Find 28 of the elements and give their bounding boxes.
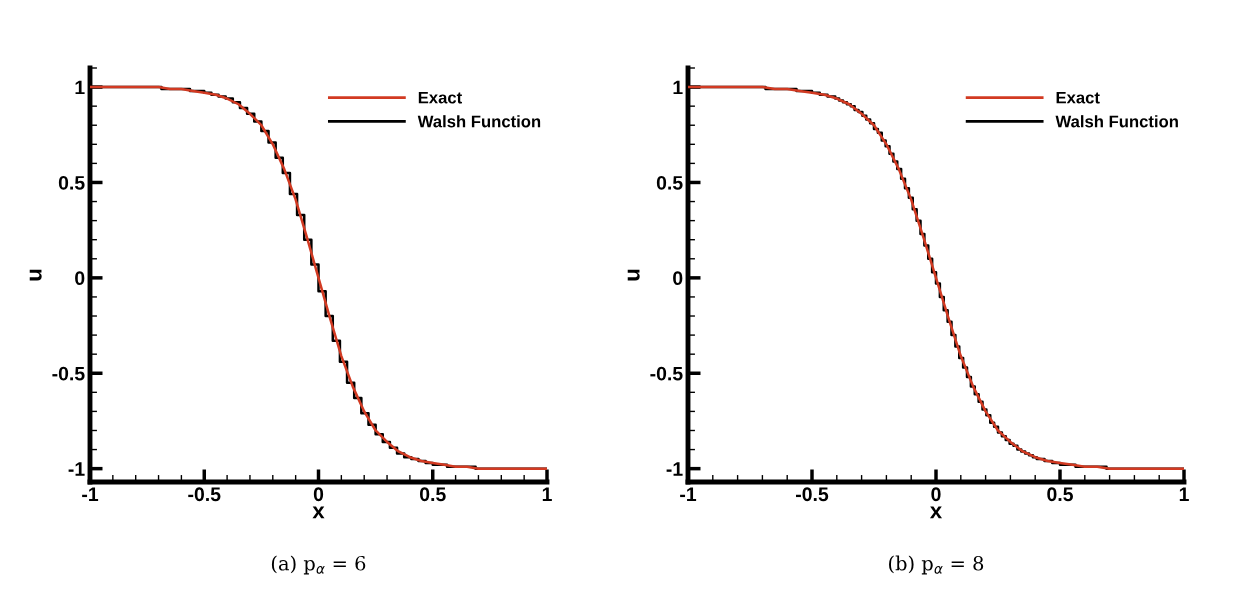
x-axis-title: x — [312, 506, 325, 519]
y-axis-title: u — [29, 269, 42, 281]
y-tick-label: -0.5 — [52, 366, 85, 381]
y-tick-label: -1 — [666, 462, 683, 476]
x-tick-label: -0.5 — [188, 487, 221, 502]
x-tick-label: -0.5 — [796, 487, 829, 502]
y-tick-label: 1 — [673, 80, 683, 95]
text: (b) p$_{α}$ = 8 — [889, 555, 984, 575]
x-tick-label: 1 — [542, 487, 552, 501]
y-tick-label: -1 — [68, 462, 85, 476]
text: (a) p$_{α}$ = 6 — [271, 555, 366, 575]
y-tick-label: 0 — [673, 271, 683, 286]
x-axis-title: x — [929, 506, 943, 519]
x-tick-label: 0 — [931, 487, 941, 502]
legend-label: Exact — [418, 91, 462, 104]
y-tick-label: -0.5 — [650, 366, 683, 381]
x-tick-label: 0.5 — [420, 487, 446, 502]
x-tick-label: 0.5 — [1047, 487, 1073, 502]
x-tick-label: 0 — [313, 487, 324, 502]
x-tick-label: 1 — [1179, 487, 1189, 501]
legend-label: Exact — [1056, 91, 1100, 104]
y-tick-label: 0.5 — [656, 175, 683, 190]
y-tick-label: 1 — [75, 80, 85, 95]
y-tick-label: 0.5 — [58, 175, 85, 190]
legend-label: Walsh Function — [417, 115, 541, 128]
y-axis-title: u — [627, 269, 640, 281]
y-tick-label: 0 — [75, 271, 85, 286]
legend-label: Walsh Function — [1055, 115, 1178, 128]
